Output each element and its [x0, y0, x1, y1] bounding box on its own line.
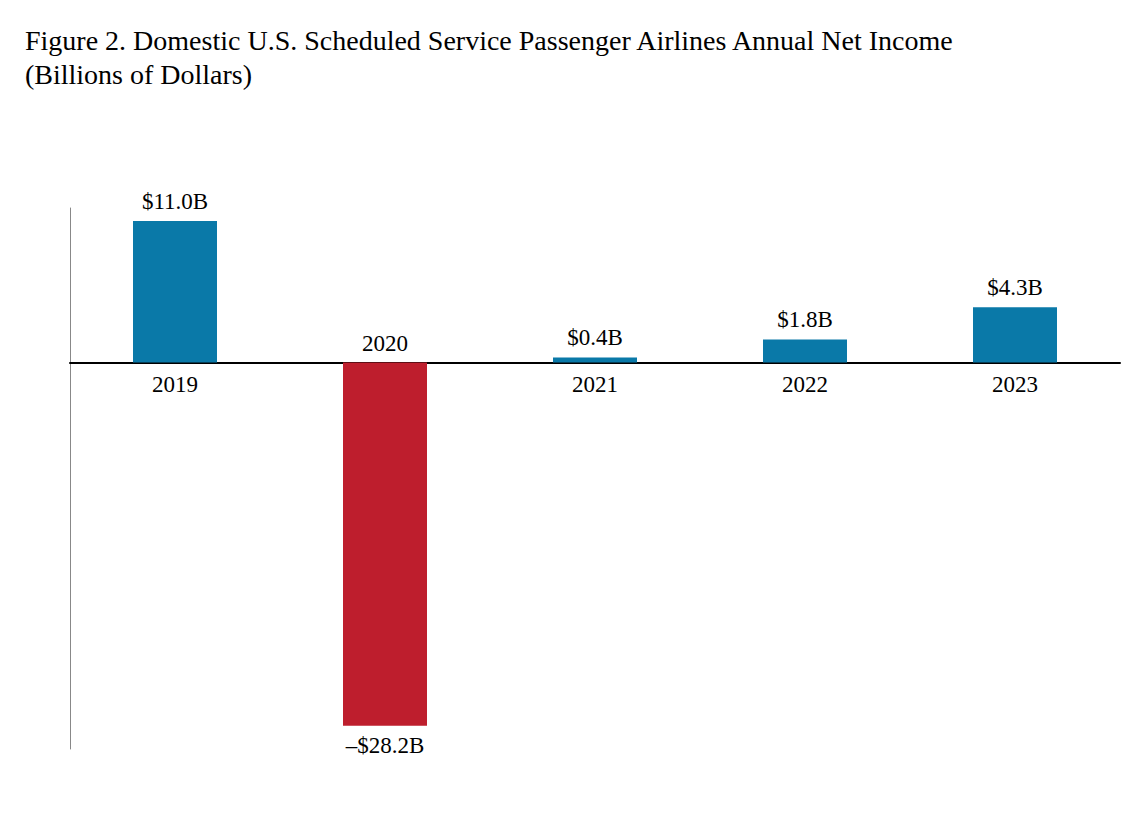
- svg-text:$0.4B: $0.4B: [567, 325, 623, 350]
- svg-text:2022: 2022: [782, 372, 828, 397]
- svg-text:–$28.2B: –$28.2B: [345, 733, 425, 758]
- svg-text:Figure 2. Domestic U.S. Schedu: Figure 2. Domestic U.S. Scheduled Servic…: [25, 25, 960, 56]
- svg-text:(Billions of Dollars): (Billions of Dollars): [25, 59, 252, 90]
- svg-text:2020: 2020: [362, 331, 408, 356]
- svg-text:$11.0B: $11.0B: [142, 189, 208, 214]
- svg-text:2021: 2021: [572, 372, 618, 397]
- svg-text:$4.3B: $4.3B: [987, 275, 1043, 300]
- svg-text:2023: 2023: [992, 372, 1038, 397]
- svg-text:$1.8B: $1.8B: [777, 307, 833, 332]
- svg-text:2019: 2019: [152, 372, 198, 397]
